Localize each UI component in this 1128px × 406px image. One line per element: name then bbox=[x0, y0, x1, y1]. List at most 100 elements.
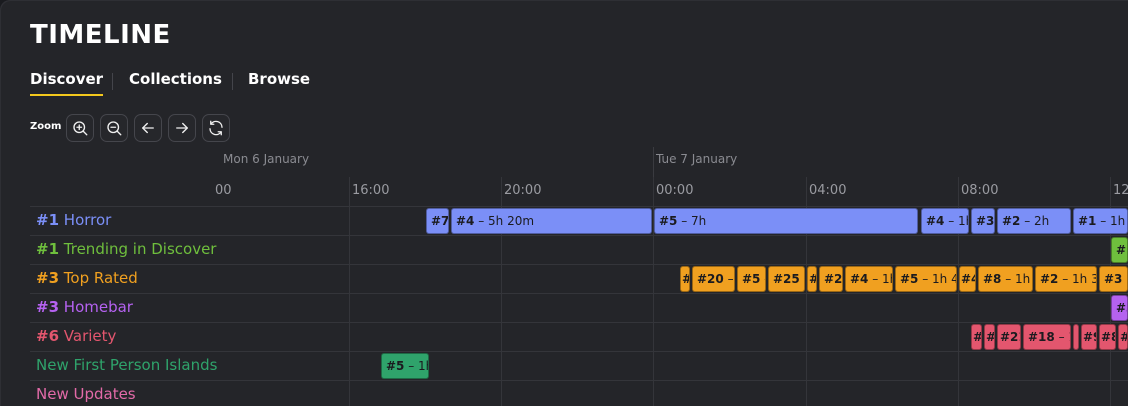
bar-rank: # bbox=[973, 330, 981, 344]
row-name: Homebar bbox=[59, 298, 133, 316]
row-name: Top Rated bbox=[59, 269, 138, 287]
row-label-updates[interactable]: New Updates bbox=[36, 385, 136, 403]
timeline-bar[interactable]: #5 – 7h bbox=[654, 208, 918, 234]
row-label-top-rated[interactable]: #3 Top Rated bbox=[36, 269, 138, 287]
bar-duration: – 1h bbox=[408, 359, 428, 373]
timeline-bar[interactable]: #2 – 2h bbox=[997, 208, 1071, 234]
arrow-left-icon bbox=[142, 122, 154, 134]
hour-label: 00:00 bbox=[656, 183, 694, 198]
hour-gridline bbox=[501, 177, 502, 406]
row-label-homebar[interactable]: #3 Homebar bbox=[36, 298, 133, 316]
arrow-right-icon bbox=[176, 122, 188, 134]
scroll-left-button[interactable] bbox=[134, 114, 162, 142]
timeline-bar[interactable]: #1 bbox=[1111, 237, 1128, 263]
scroll-right-button[interactable] bbox=[168, 114, 196, 142]
timeline-bar[interactable] bbox=[1073, 324, 1079, 350]
bar-rank: #2 bbox=[824, 272, 843, 286]
row-label-horror[interactable]: #1 Horror bbox=[36, 211, 111, 229]
row-rank: #6 bbox=[36, 327, 60, 345]
row-name: Variety bbox=[59, 327, 117, 345]
bar-rank: #18 bbox=[1028, 330, 1055, 344]
hour-gridline bbox=[349, 177, 350, 406]
hour-label: 12: bbox=[1113, 183, 1128, 198]
row-name: Trending in Discover bbox=[59, 240, 217, 258]
timeline-bar[interactable]: #4 bbox=[959, 266, 976, 292]
hour-label: 08:00 bbox=[961, 183, 999, 198]
timeline-bar[interactable]: #21 bbox=[997, 324, 1021, 350]
bar-duration: – 1h 35 bbox=[1062, 272, 1096, 286]
bar-rank: #21 bbox=[1000, 330, 1020, 344]
bar-rank: #5 bbox=[659, 214, 678, 228]
timeline-bar[interactable]: #7 bbox=[426, 208, 449, 234]
row-name: New Updates bbox=[36, 385, 136, 403]
zoom-out-icon bbox=[107, 121, 122, 136]
row-rank: #3 bbox=[36, 269, 60, 287]
date-label: Mon 6 January bbox=[223, 152, 310, 166]
row-label-first-person[interactable]: New First Person Islands bbox=[36, 356, 217, 374]
timeline-bar[interactable]: #3 bbox=[1099, 266, 1128, 292]
timeline-bar[interactable]: # bbox=[1118, 324, 1128, 350]
bar-rank: #2 bbox=[1040, 272, 1059, 286]
bar-rank: #4 bbox=[456, 214, 475, 228]
timeline-bar[interactable]: #2 – 1h 35 bbox=[1035, 266, 1097, 292]
timeline-bar[interactable]: #3 bbox=[1111, 295, 1128, 321]
bar-rank: #25 bbox=[773, 272, 800, 286]
tab-divider bbox=[232, 73, 233, 90]
refresh-icon bbox=[209, 120, 223, 136]
row-label-trending[interactable]: #1 Trending in Discover bbox=[36, 240, 216, 258]
timeline-bar[interactable]: #4 – 5h 20m bbox=[451, 208, 652, 234]
bar-duration: – 2h bbox=[1020, 214, 1050, 228]
timeline-bar[interactable]: #5 – bbox=[737, 266, 766, 292]
timeline-bar[interactable]: #2 bbox=[819, 266, 843, 292]
timeline-bar[interactable]: #4 – 1h bbox=[845, 266, 893, 292]
tab-discover[interactable]: Discover bbox=[30, 70, 104, 96]
timeline-bar[interactable]: #20 – bbox=[692, 266, 735, 292]
bar-duration: – 1h 3 bbox=[1005, 272, 1032, 286]
bar-rank: #4 bbox=[961, 272, 975, 286]
bar-rank: # bbox=[1120, 330, 1127, 344]
timeline-bar[interactable]: #4 – 1h bbox=[921, 208, 969, 234]
row-divider bbox=[30, 264, 1128, 265]
timeline-bar[interactable]: # bbox=[984, 324, 995, 350]
timeline-bar[interactable]: #9 bbox=[1081, 324, 1097, 350]
bar-duration: – 1h bbox=[872, 272, 892, 286]
hour-label: 00 bbox=[215, 183, 232, 198]
row-name: Horror bbox=[59, 211, 112, 229]
row-divider bbox=[30, 351, 1128, 352]
timeline-bar[interactable]: #25 – bbox=[768, 266, 805, 292]
bar-rank: # bbox=[986, 330, 994, 344]
hour-label: 20:00 bbox=[504, 183, 542, 198]
zoom-out-button[interactable] bbox=[100, 114, 128, 142]
tab-browse[interactable]: Browse bbox=[248, 70, 311, 88]
row-divider bbox=[30, 322, 1128, 323]
timeline-bar[interactable]: # bbox=[971, 324, 982, 350]
date-label: Tue 7 January bbox=[656, 152, 738, 166]
bar-duration: – bbox=[800, 272, 805, 286]
bar-rank: #3 bbox=[1104, 272, 1123, 286]
hour-gridline bbox=[806, 177, 807, 406]
bar-duration: – 1h 3 bbox=[1100, 214, 1127, 228]
timeline-bar[interactable]: # bbox=[680, 266, 690, 292]
timeline-bar[interactable]: #8 bbox=[1099, 324, 1116, 350]
timeline-bar[interactable]: #1 – 1h 3 bbox=[1073, 208, 1128, 234]
row-divider bbox=[30, 380, 1128, 381]
bar-rank: #5 bbox=[900, 272, 919, 286]
row-divider bbox=[30, 293, 1128, 294]
row-label-variety[interactable]: #6 Variety bbox=[36, 327, 116, 345]
bar-duration: – 1h bbox=[948, 214, 968, 228]
zoom-in-button[interactable] bbox=[66, 114, 94, 142]
timeline-bar[interactable]: #3 bbox=[971, 208, 995, 234]
tab-divider bbox=[112, 73, 113, 90]
timeline-bar[interactable]: #5 – 1h bbox=[381, 353, 429, 379]
bar-rank: #2 bbox=[1002, 214, 1021, 228]
timeline-bar[interactable]: # bbox=[807, 266, 817, 292]
timeline-bar[interactable]: #18 – 1h bbox=[1023, 324, 1071, 350]
timeline-bar[interactable]: #5 – 1h 40 bbox=[895, 266, 957, 292]
bar-rank: # bbox=[682, 272, 689, 286]
bar-rank: #5 bbox=[386, 359, 405, 373]
tab-collections[interactable]: Collections bbox=[129, 70, 222, 88]
row-divider bbox=[30, 206, 1128, 207]
refresh-button[interactable] bbox=[202, 114, 230, 142]
timeline-bar[interactable]: #8 – 1h 3 bbox=[978, 266, 1033, 292]
